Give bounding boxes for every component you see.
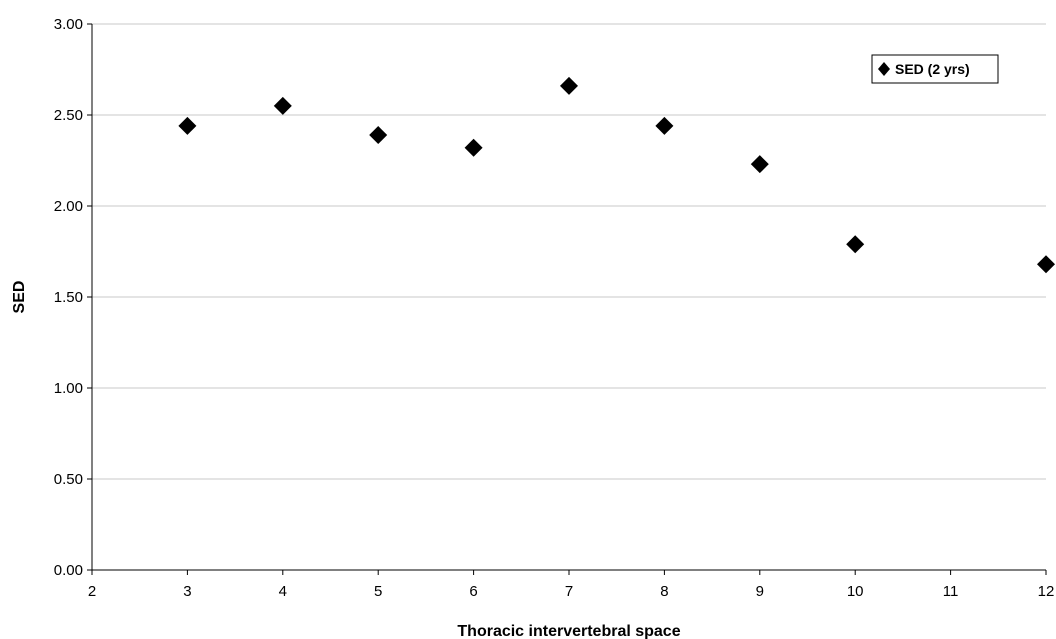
- x-tick-label: 9: [756, 583, 764, 600]
- y-tick-label: 1.50: [54, 289, 83, 306]
- x-tick-label: 8: [660, 583, 668, 600]
- x-tick-label: 2: [88, 583, 96, 600]
- data-point-diamond: [464, 138, 483, 157]
- data-point-diamond: [750, 155, 769, 174]
- data-point-diamond: [560, 76, 578, 95]
- data-point-diamond: [369, 126, 388, 145]
- grid-lines: [92, 23, 1046, 480]
- data-point-diamond: [1037, 255, 1055, 274]
- data-point-diamond: [273, 96, 292, 115]
- data-points: [178, 76, 1055, 274]
- y-tick-label: 0.00: [54, 562, 83, 579]
- legend-box: [871, 54, 999, 84]
- x-tick-label: 11: [943, 583, 959, 600]
- y-tick-label: 0.50: [54, 471, 83, 488]
- y-tick-label: 3.00: [54, 16, 83, 33]
- x-axis-title: Thoracic intervertebral space: [457, 623, 680, 639]
- data-point-diamond: [846, 235, 865, 254]
- x-tick-labels: 2 3 4 5 6 7 8 9 10 11 12: [88, 570, 1055, 600]
- data-point-diamond: [655, 116, 674, 135]
- y-tick-label: 2.00: [54, 198, 83, 215]
- y-tick-label: 2.50: [54, 107, 83, 124]
- data-point-diamond: [178, 116, 197, 135]
- x-tick-label: 4: [279, 583, 287, 600]
- x-tick-label: 12: [1038, 583, 1055, 600]
- x-tick-label: 7: [565, 583, 573, 600]
- y-axis-title: SED: [11, 281, 28, 314]
- x-tick-label: 10: [847, 583, 864, 600]
- legend: SED (2 yrs): [871, 54, 999, 84]
- x-tick-label: 6: [469, 583, 477, 600]
- legend-marker-diamond-icon: [878, 62, 890, 76]
- legend-label: SED (2 yrs): [895, 61, 970, 77]
- y-tick-label: 1.00: [54, 380, 83, 397]
- x-tick-label: 3: [183, 583, 191, 600]
- y-tick-labels: 0.00 0.50 1.00 1.50 2.00 2.50 3.00: [54, 16, 92, 579]
- x-tick-label: 5: [374, 583, 382, 600]
